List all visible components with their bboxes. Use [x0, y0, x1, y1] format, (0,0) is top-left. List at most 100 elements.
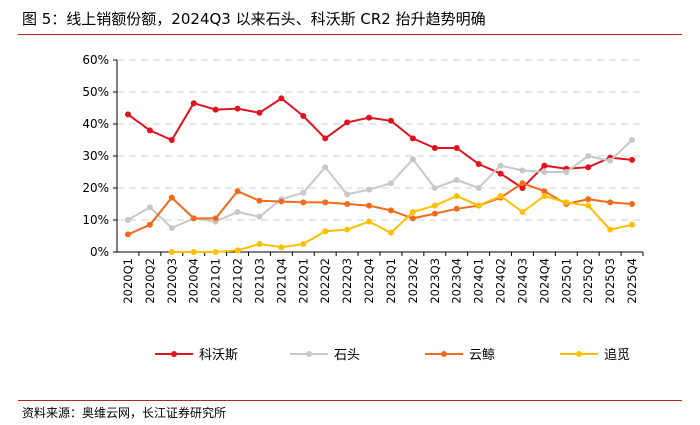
data-point: [124, 111, 131, 118]
data-point: [453, 177, 460, 183]
series-line-3: [171, 194, 633, 253]
source-divider: [18, 400, 682, 401]
data-point: [409, 156, 416, 163]
data-point: [629, 137, 636, 143]
data-point: [541, 193, 548, 199]
legend-marker: [171, 351, 177, 357]
legend-label: 追觅: [604, 347, 630, 363]
data-point: [431, 145, 438, 151]
x-tick-label: 2020Q1: [121, 258, 135, 304]
data-point: [366, 202, 373, 209]
data-point: [629, 221, 636, 228]
data-point: [344, 201, 351, 207]
x-tick-label: 2023Q2: [406, 258, 420, 304]
x-tick-label: 2024Q3: [515, 258, 529, 304]
data-point: [409, 209, 416, 215]
data-point: [278, 95, 285, 102]
x-tick-label: 2021Q3: [252, 258, 266, 304]
data-point: [585, 153, 592, 159]
data-point: [585, 202, 592, 209]
data-point: [212, 249, 219, 255]
data-point: [541, 169, 548, 175]
legend-marker: [576, 351, 582, 357]
x-tick-label: 2021Q1: [209, 258, 223, 304]
data-point: [322, 199, 329, 206]
data-point: [607, 226, 614, 233]
data-point: [234, 188, 241, 195]
data-point: [234, 209, 241, 215]
data-point: [300, 113, 307, 119]
data-point: [431, 185, 438, 191]
data-point: [475, 185, 482, 191]
y-tick-label: 10%: [82, 213, 109, 227]
y-tick-label: 30%: [82, 149, 109, 163]
data-point: [431, 210, 438, 217]
x-tick-label: 2025Q3: [603, 258, 617, 304]
x-tick-label: 2025Q4: [625, 258, 639, 304]
legend-label: 云鲸: [469, 348, 495, 363]
data-point: [300, 189, 307, 196]
data-point: [519, 209, 526, 215]
data-point: [366, 114, 373, 121]
data-point: [366, 186, 373, 193]
data-point: [629, 201, 636, 207]
x-tick-label: 2020Q4: [187, 258, 201, 304]
data-point: [344, 119, 351, 126]
data-point: [322, 228, 329, 235]
data-point: [344, 226, 351, 233]
x-tick-label: 2025Q1: [559, 258, 573, 304]
series-line-1: [127, 139, 633, 230]
data-point: [453, 193, 460, 199]
series-line-2: [127, 182, 633, 236]
x-tick-label: 2022Q3: [340, 258, 354, 304]
x-tick-label: 2023Q4: [450, 258, 464, 304]
data-point: [322, 164, 329, 171]
legend-label: 科沃斯: [199, 348, 238, 363]
legend-marker: [306, 351, 312, 357]
title-divider: [18, 34, 682, 35]
chart-title: 图 5：线上销额份额，2024Q3 以来石头、科沃斯 CR2 抬升趋势明确: [22, 10, 486, 28]
y-tick-label: 0%: [90, 245, 109, 259]
data-point: [607, 157, 614, 164]
x-tick-label: 2020Q2: [143, 258, 157, 304]
data-point: [629, 156, 636, 163]
line-chart: 0% 10% 20% 30% 40% 50% 60% 2020Q1 2020Q2 2020Q3 20…: [82, 53, 644, 363]
data-point: [519, 180, 526, 187]
data-point: [497, 193, 504, 199]
data-point: [344, 191, 351, 198]
data-point: [366, 218, 373, 225]
data-point: [168, 194, 175, 201]
x-tick-label: 2024Q2: [494, 258, 508, 304]
x-tick-label: 2022Q1: [296, 258, 310, 304]
x-tick-label: 2023Q3: [428, 258, 442, 304]
legend-label: 石头: [334, 348, 360, 363]
data-point: [168, 137, 175, 143]
data-point: [475, 161, 482, 167]
source-note: 资料来源：奥维云网，长江证券研究所: [22, 406, 227, 420]
data-point: [256, 241, 263, 247]
x-tick-label: 2022Q2: [318, 258, 332, 304]
data-point: [607, 199, 614, 206]
data-point: [387, 117, 394, 124]
data-point: [278, 244, 285, 251]
data-point: [146, 221, 153, 228]
data-point: [585, 196, 592, 203]
y-tick-label: 60%: [82, 53, 109, 67]
data-point: [387, 180, 394, 187]
data-point: [212, 106, 219, 113]
data-point: [300, 199, 307, 206]
x-tick-label: 2023Q1: [384, 258, 398, 304]
data-point: [585, 164, 592, 171]
data-point: [146, 204, 153, 211]
data-point: [190, 249, 197, 255]
x-tick-label: 2021Q2: [231, 258, 245, 304]
data-point: [256, 197, 263, 204]
data-point: [146, 127, 153, 134]
data-point: [387, 229, 394, 236]
x-tick-label: 2025Q2: [581, 258, 595, 304]
x-tick-label: 2021Q4: [274, 258, 288, 304]
data-point: [300, 241, 307, 247]
y-tick-label: 40%: [82, 117, 109, 131]
x-tick-label: 2024Q1: [472, 258, 486, 304]
data-point: [322, 135, 329, 142]
